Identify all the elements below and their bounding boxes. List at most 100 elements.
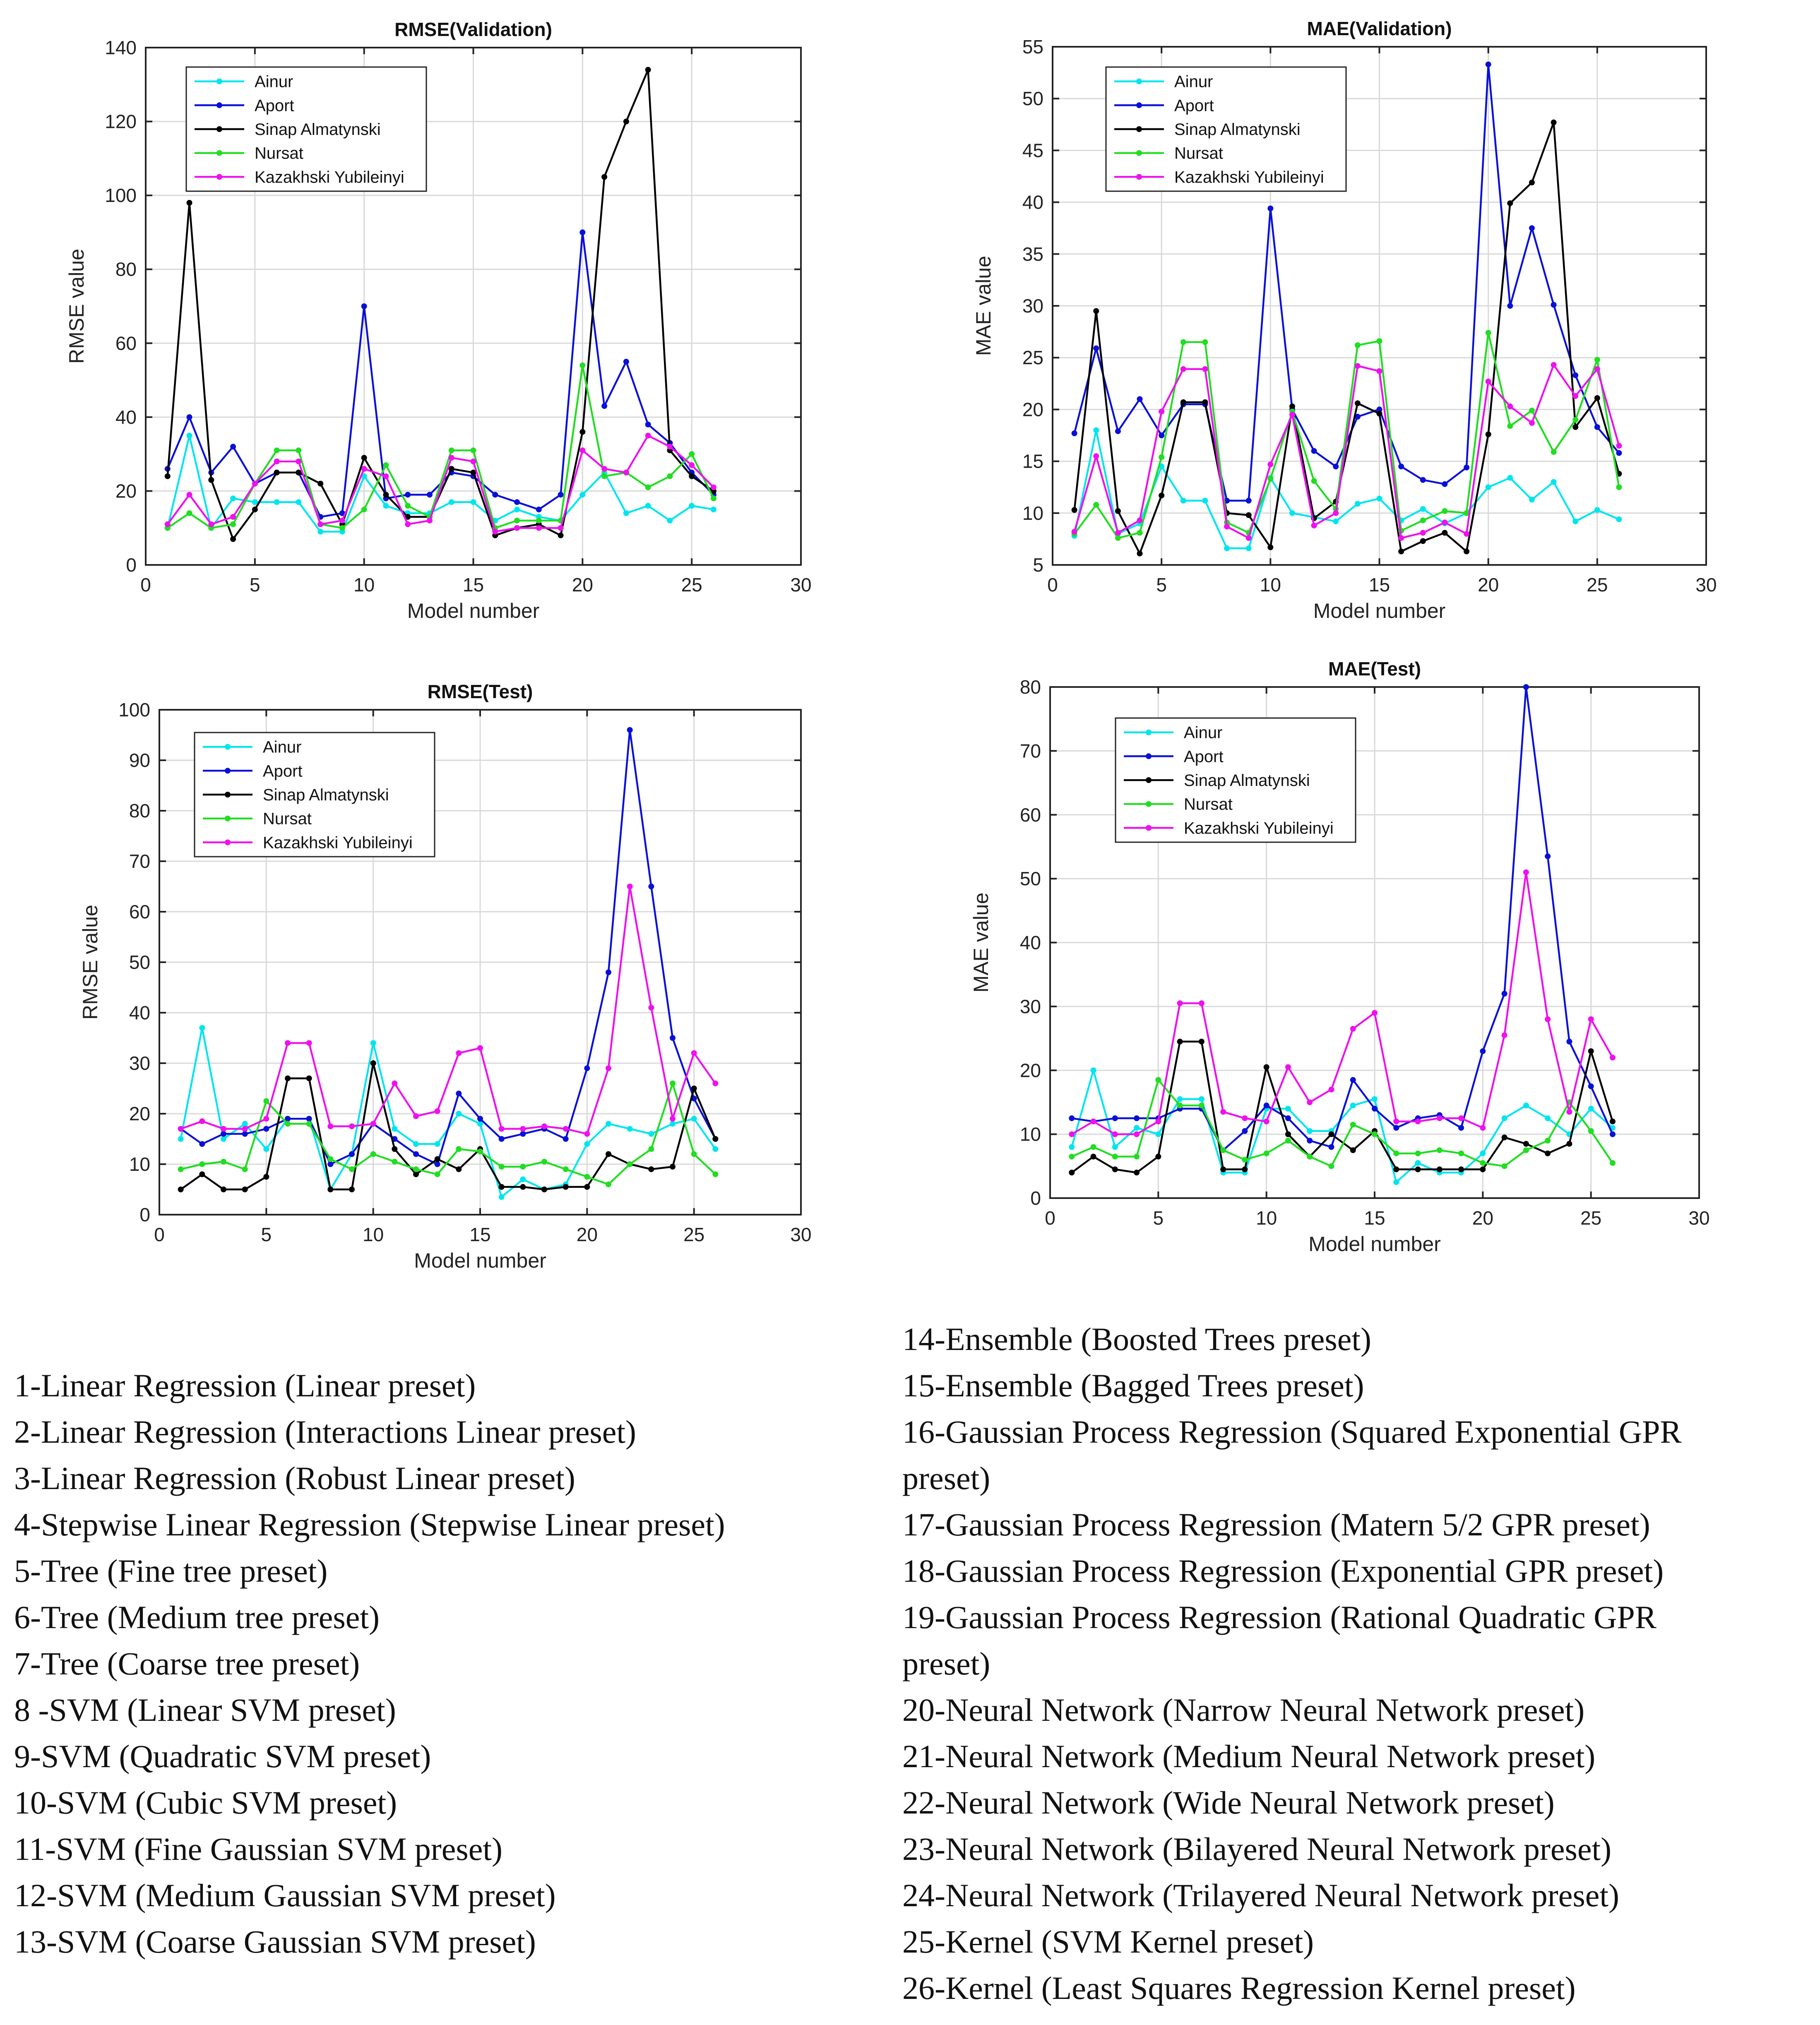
data-point	[1093, 453, 1099, 459]
data-point	[627, 1126, 633, 1132]
data-point	[296, 447, 302, 454]
x-tick-label: 0	[140, 574, 151, 596]
data-point	[477, 1121, 483, 1127]
data-point	[1177, 1103, 1183, 1109]
data-point	[1328, 1131, 1334, 1137]
series-line	[180, 729, 716, 1165]
legend-label: Aport	[1174, 96, 1214, 115]
data-point	[1224, 524, 1230, 530]
data-point	[627, 884, 633, 889]
data-point	[1485, 61, 1491, 67]
data-point	[1134, 1153, 1140, 1160]
data-point	[1501, 1134, 1507, 1141]
data-point	[164, 521, 171, 527]
data-point	[1069, 1144, 1075, 1150]
data-point	[456, 1091, 462, 1097]
data-point	[536, 517, 542, 524]
y-tick-label: 70	[129, 850, 150, 872]
data-point	[1376, 368, 1382, 374]
data-point	[541, 1158, 547, 1165]
data-point	[1350, 1122, 1356, 1128]
data-point	[579, 492, 586, 498]
y-tick-label: 120	[105, 111, 137, 132]
data-point	[327, 1161, 334, 1167]
data-point	[1333, 510, 1339, 516]
data-point	[1594, 507, 1600, 513]
legend-label: Aport	[1184, 747, 1224, 766]
data-point	[623, 510, 629, 516]
data-point	[1198, 1038, 1205, 1045]
legend-swatch-marker	[1146, 825, 1152, 831]
model-list-right-item: 23-Neural Network (Bilayered Neural Netw…	[902, 1831, 1612, 1867]
model-list-right-item: 21-Neural Network (Medium Neural Network…	[902, 1738, 1596, 1774]
data-point	[434, 1161, 440, 1167]
data-point	[252, 507, 258, 513]
y-tick-label: 60	[115, 332, 137, 354]
data-point	[413, 1113, 419, 1119]
data-point	[1333, 464, 1339, 470]
data-point	[1350, 1026, 1356, 1032]
data-point	[648, 884, 654, 889]
data-point	[1155, 1131, 1161, 1137]
data-point	[1137, 396, 1143, 402]
data-point	[349, 1187, 355, 1192]
data-point	[1393, 1150, 1399, 1156]
data-point	[296, 499, 302, 505]
data-point	[1159, 492, 1165, 499]
data-point	[1220, 1166, 1226, 1172]
data-point	[1289, 403, 1295, 409]
data-point	[456, 1166, 462, 1172]
x-tick-label: 15	[1369, 574, 1390, 596]
data-point	[623, 469, 629, 476]
y-tick-label: 40	[1020, 932, 1041, 954]
data-point	[1545, 1016, 1551, 1022]
data-point	[648, 1146, 654, 1152]
data-point	[470, 469, 476, 476]
data-point	[606, 1151, 611, 1157]
data-point	[1458, 1115, 1464, 1122]
data-point	[1115, 535, 1121, 541]
data-point	[689, 503, 695, 509]
data-point	[1198, 1000, 1205, 1006]
data-point	[1307, 1138, 1313, 1144]
data-point	[1480, 1048, 1486, 1054]
data-point	[645, 484, 651, 490]
data-point	[514, 499, 520, 505]
data-point	[230, 495, 236, 502]
data-point	[691, 1086, 697, 1091]
x-tick-label: 20	[577, 1224, 598, 1245]
model-list-left-item: 13-SVM (Coarse Gaussian SVM preset)	[14, 1924, 536, 1960]
data-point	[1267, 476, 1274, 482]
data-point	[413, 1151, 419, 1157]
data-point	[584, 1065, 590, 1071]
data-point	[1202, 497, 1208, 504]
data-point	[1551, 362, 1557, 368]
data-point	[392, 1146, 398, 1152]
data-point	[1093, 502, 1099, 508]
data-point	[434, 1141, 440, 1147]
y-tick-label: 20	[1022, 399, 1043, 420]
data-point	[1566, 1109, 1572, 1115]
data-point	[1311, 522, 1317, 528]
data-point	[584, 1174, 590, 1180]
data-point	[601, 174, 608, 180]
model-list-right-item: 16-Gaussian Process Regression (Squared …	[902, 1414, 1682, 1450]
data-point	[710, 484, 716, 490]
data-point	[606, 1121, 611, 1127]
data-point	[712, 1136, 719, 1142]
data-point	[670, 1116, 676, 1122]
data-point	[1354, 501, 1361, 507]
data-point	[1485, 330, 1491, 336]
y-tick-label: 90	[129, 749, 150, 771]
data-point	[1501, 991, 1507, 997]
data-point	[274, 447, 280, 454]
data-point	[317, 528, 324, 535]
data-point	[712, 1080, 719, 1086]
data-point	[1393, 1166, 1399, 1172]
data-point	[1112, 1131, 1118, 1137]
data-point	[221, 1131, 226, 1137]
x-tick-label: 5	[250, 574, 260, 596]
x-tick-label: 5	[1153, 1207, 1164, 1229]
data-point	[1501, 1032, 1507, 1038]
y-tick-label: 45	[1022, 139, 1043, 161]
